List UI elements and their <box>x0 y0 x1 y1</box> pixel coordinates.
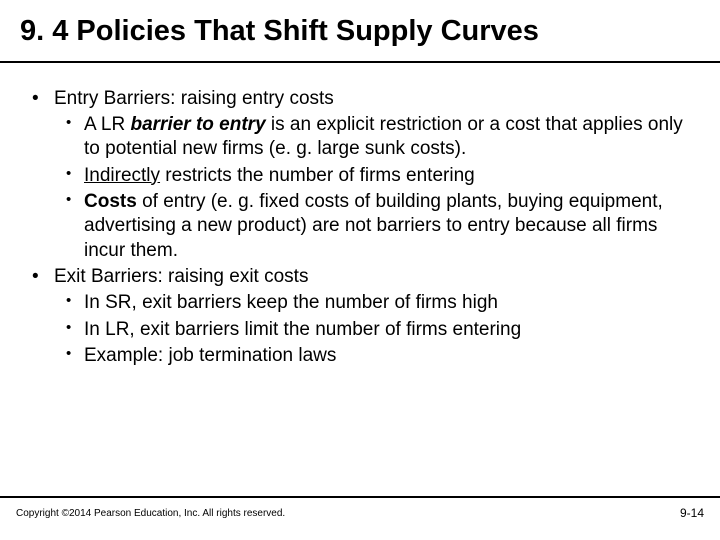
bullet-text: Exit Barriers: raising exit costs <box>54 266 308 287</box>
text-fragment: restricts the number of firms entering <box>160 165 475 186</box>
bullet-list-level1: Entry Barriers: raising entry costs A LR… <box>28 87 692 368</box>
text-fragment: of entry (e. g. fixed costs of building … <box>84 191 663 261</box>
bullet-entry-barriers: Entry Barriers: raising entry costs A LR… <box>28 87 692 263</box>
bullet-text: Entry Barriers: raising entry costs <box>54 88 334 109</box>
text-fragment: A LR <box>84 114 130 135</box>
slide-title: 9. 4 Policies That Shift Supply Curves <box>0 0 720 57</box>
page-number: 9-14 <box>680 506 704 520</box>
slide-content: Entry Barriers: raising entry costs A LR… <box>0 63 720 368</box>
text-fragment: In LR, exit barriers limit the number of… <box>84 319 521 340</box>
sub-bullet-c: Costs of entry (e. g. fixed costs of bui… <box>54 190 692 263</box>
bullet-list-level2: In SR, exit barriers keep the number of … <box>54 291 692 368</box>
bullet-list-level2: A LR barrier to entry is an explicit res… <box>54 113 692 263</box>
text-fragment: Example: job termination laws <box>84 345 336 366</box>
slide-footer: Copyright ©2014 Pearson Education, Inc. … <box>0 496 720 540</box>
slide-container: 9. 4 Policies That Shift Supply Curves E… <box>0 0 720 540</box>
sub-bullet-a: A LR barrier to entry is an explicit res… <box>54 113 692 162</box>
sub-bullet-b: Indirectly restricts the number of firms… <box>54 164 692 188</box>
sub-bullet-c: Example: job termination laws <box>54 344 692 368</box>
text-underline: Indirectly <box>84 165 160 186</box>
text-bold: Costs <box>84 191 137 212</box>
bullet-exit-barriers: Exit Barriers: raising exit costs In SR,… <box>28 265 692 368</box>
text-bold-italic: barrier to entry <box>130 114 265 135</box>
copyright-text: Copyright ©2014 Pearson Education, Inc. … <box>16 508 285 519</box>
sub-bullet-a: In SR, exit barriers keep the number of … <box>54 291 692 315</box>
text-fragment: In SR, exit barriers keep the number of … <box>84 292 498 313</box>
sub-bullet-b: In LR, exit barriers limit the number of… <box>54 318 692 342</box>
